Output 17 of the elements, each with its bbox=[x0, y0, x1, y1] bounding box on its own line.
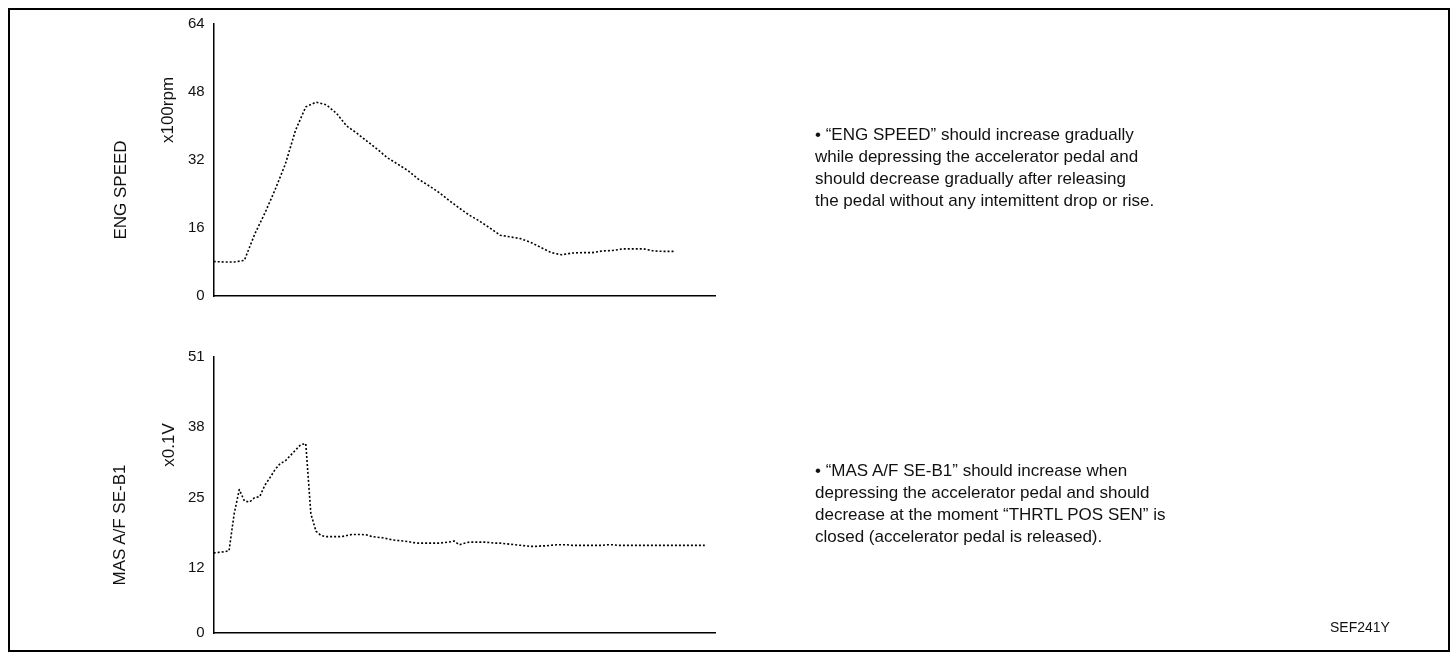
text: x100rpm bbox=[158, 76, 179, 144]
y-tick-label: 25 bbox=[188, 487, 205, 505]
y-tick-label: 64 bbox=[188, 14, 205, 32]
y-tick-label: 38 bbox=[188, 417, 205, 435]
y-tick-label: 16 bbox=[188, 218, 205, 236]
y-tick-label: 32 bbox=[188, 150, 205, 168]
y-tick-label: 0 bbox=[196, 623, 205, 641]
y-tick-label: 51 bbox=[188, 347, 205, 365]
y-tick-label: 48 bbox=[188, 82, 205, 100]
y-tick-label: 12 bbox=[188, 558, 205, 576]
text: • “ENG SPEED” should increase gradually while depressing the accelerator pedal and should decrease gradually after releasing the pedal without any intemittent drop or rise. bbox=[815, 124, 1155, 212]
text: SEF241Y bbox=[1330, 619, 1390, 635]
y-axis-title: MAS A/F SE-B1 bbox=[109, 464, 130, 586]
y-tick-label: 0 bbox=[196, 286, 205, 304]
text: x0.1V bbox=[158, 423, 179, 467]
y-axis-title: ENG SPEED bbox=[110, 140, 131, 240]
text: • “MAS A/F SE-B1” should increase when depressing the accelerator pedal and should decrease at the moment “THRTL POS SEN” is closed (accelerator pedal is released). bbox=[815, 460, 1166, 548]
